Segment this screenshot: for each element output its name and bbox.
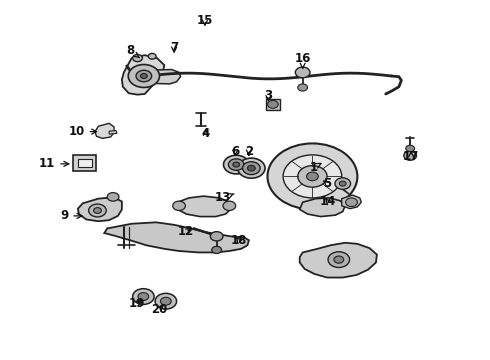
Circle shape bbox=[328, 252, 349, 267]
Circle shape bbox=[223, 155, 249, 174]
Polygon shape bbox=[78, 197, 122, 221]
Circle shape bbox=[404, 151, 416, 160]
Circle shape bbox=[268, 143, 357, 210]
Circle shape bbox=[136, 70, 152, 82]
Circle shape bbox=[107, 193, 119, 201]
Bar bbox=[73, 155, 97, 171]
Circle shape bbox=[298, 166, 327, 187]
Polygon shape bbox=[144, 69, 180, 84]
Circle shape bbox=[133, 54, 143, 62]
Polygon shape bbox=[95, 123, 114, 138]
Circle shape bbox=[339, 181, 346, 186]
Polygon shape bbox=[177, 196, 231, 217]
Circle shape bbox=[148, 53, 156, 59]
Circle shape bbox=[334, 256, 343, 263]
Circle shape bbox=[283, 155, 342, 198]
Polygon shape bbox=[104, 222, 249, 252]
Circle shape bbox=[243, 162, 260, 175]
Text: 2: 2 bbox=[245, 145, 253, 158]
Circle shape bbox=[212, 246, 221, 253]
Text: 3: 3 bbox=[265, 89, 272, 102]
Circle shape bbox=[335, 178, 350, 189]
Circle shape bbox=[155, 293, 176, 309]
Text: 16: 16 bbox=[294, 51, 311, 68]
Circle shape bbox=[141, 73, 147, 78]
Circle shape bbox=[94, 208, 101, 213]
Text: 1: 1 bbox=[309, 161, 321, 174]
Text: 17: 17 bbox=[403, 150, 419, 163]
Text: 4: 4 bbox=[202, 127, 210, 140]
Circle shape bbox=[228, 159, 244, 170]
Text: 11: 11 bbox=[39, 157, 69, 170]
Text: 10: 10 bbox=[68, 125, 97, 138]
Bar bbox=[78, 159, 92, 167]
Circle shape bbox=[210, 231, 223, 241]
Circle shape bbox=[307, 172, 318, 181]
Polygon shape bbox=[300, 243, 377, 278]
Polygon shape bbox=[342, 195, 361, 209]
Text: 5: 5 bbox=[323, 177, 331, 190]
Circle shape bbox=[223, 201, 236, 211]
Circle shape bbox=[160, 297, 171, 305]
Polygon shape bbox=[300, 198, 345, 217]
Text: 8: 8 bbox=[126, 44, 140, 58]
Circle shape bbox=[138, 293, 149, 301]
Text: 19: 19 bbox=[128, 297, 145, 310]
Polygon shape bbox=[109, 131, 117, 134]
Text: 12: 12 bbox=[177, 225, 194, 238]
Circle shape bbox=[172, 201, 185, 211]
Circle shape bbox=[345, 198, 357, 207]
Circle shape bbox=[238, 158, 265, 178]
Circle shape bbox=[89, 204, 106, 217]
Text: 20: 20 bbox=[151, 303, 168, 316]
Text: 15: 15 bbox=[197, 14, 213, 27]
Circle shape bbox=[268, 100, 278, 108]
Text: 18: 18 bbox=[231, 234, 247, 247]
Circle shape bbox=[247, 165, 255, 171]
Circle shape bbox=[133, 289, 154, 305]
Text: 6: 6 bbox=[231, 145, 239, 158]
Circle shape bbox=[406, 145, 415, 152]
Text: 7: 7 bbox=[170, 41, 178, 54]
Text: 9: 9 bbox=[60, 210, 82, 222]
Circle shape bbox=[233, 162, 240, 167]
Circle shape bbox=[298, 84, 308, 91]
Circle shape bbox=[128, 64, 159, 87]
Circle shape bbox=[295, 67, 310, 78]
Text: 13: 13 bbox=[215, 192, 234, 204]
Polygon shape bbox=[122, 55, 164, 95]
Text: 14: 14 bbox=[320, 195, 336, 208]
Bar bbox=[266, 99, 280, 110]
